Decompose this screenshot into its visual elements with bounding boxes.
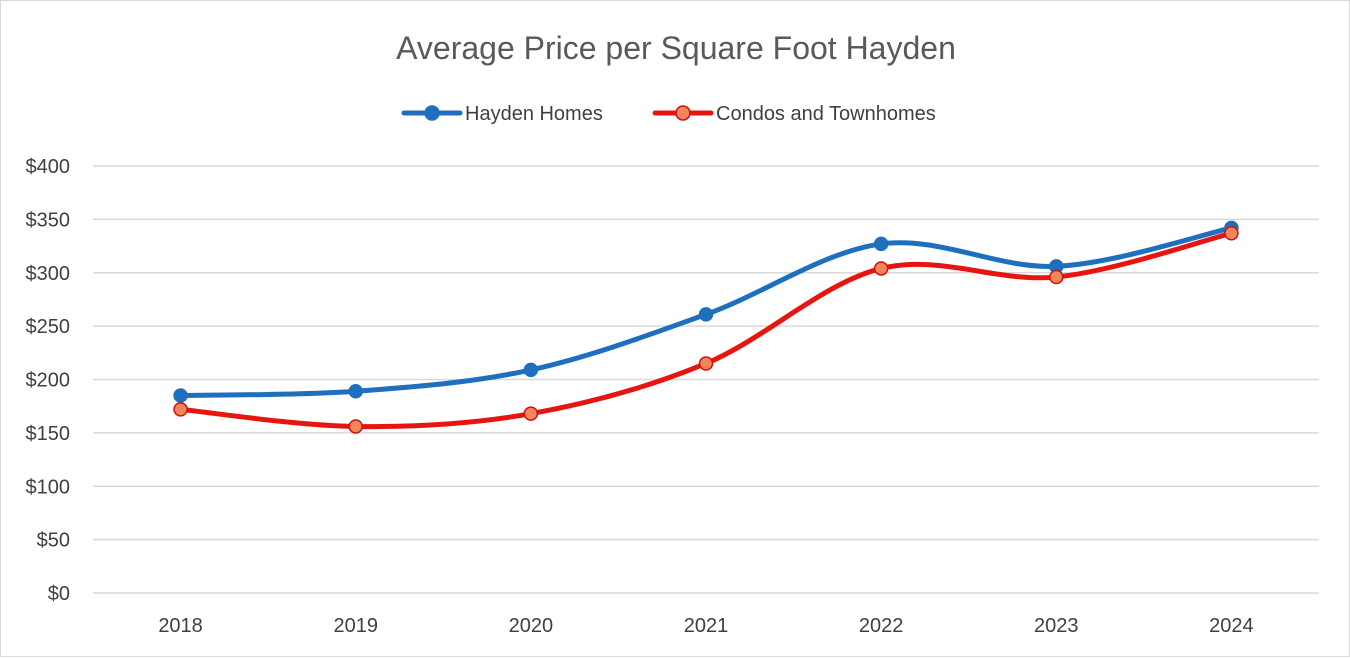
y-tick-label: $300 — [26, 263, 71, 285]
point-condos-townhomes-2022 — [873, 261, 889, 276]
y-tick-label: $250 — [26, 316, 71, 338]
chart-title: Average Price per Square Foot Hayden — [396, 30, 956, 66]
y-tick-label: $150 — [26, 423, 71, 445]
legend-label-condos-townhomes: Condos and Townhomes — [716, 103, 936, 125]
legend-item-hayden-homes: Hayden Homes — [401, 103, 603, 125]
x-tick-label: 2018 — [158, 615, 203, 637]
x-tick-label: 2024 — [1209, 615, 1254, 637]
legend-label-hayden-homes: Hayden Homes — [465, 103, 603, 125]
y-tick-label: $400 — [26, 156, 71, 178]
y-tick-label: $100 — [26, 476, 71, 498]
point-hayden-homes-2022 — [873, 236, 889, 252]
point-condos-townhomes-2019 — [348, 419, 363, 434]
x-axis: 2018 2019 2020 2021 2022 2023 2024 — [158, 615, 1253, 637]
legend: Hayden Homes Condos and Townhomes — [401, 103, 936, 125]
point-condos-townhomes-2023 — [1049, 269, 1064, 285]
point-hayden-homes-2020 — [523, 362, 539, 378]
y-tick-label: $350 — [26, 209, 71, 231]
point-hayden-homes-2021 — [698, 307, 714, 322]
x-tick-label: 2019 — [333, 615, 378, 637]
point-condos-townhomes-2018 — [173, 402, 188, 417]
point-condos-townhomes-2021 — [698, 356, 714, 371]
legend-item-condos-townhomes: Condos and Townhomes — [652, 103, 936, 125]
x-tick-label: 2020 — [509, 615, 554, 637]
x-tick-label: 2023 — [1034, 615, 1079, 637]
y-tick-label: $50 — [37, 530, 70, 552]
gridlines — [93, 165, 1319, 594]
series-markers — [173, 220, 1239, 434]
y-tick-label: $0 — [48, 583, 70, 605]
point-condos-townhomes-2020 — [523, 406, 539, 421]
y-tick-label: $200 — [26, 370, 71, 392]
x-tick-label: 2021 — [684, 615, 729, 637]
x-tick-label: 2022 — [859, 615, 904, 637]
series-lines — [178, 225, 1234, 430]
point-condos-townhomes-2024 — [1224, 226, 1239, 241]
y-axis: $0 $50 $100 $150 $200 $250 $300 $350 $400 — [26, 156, 71, 605]
point-hayden-homes-2018 — [173, 388, 188, 403]
series-line-condos-townhomes — [178, 230, 1234, 430]
point-hayden-homes-2019 — [348, 383, 363, 399]
